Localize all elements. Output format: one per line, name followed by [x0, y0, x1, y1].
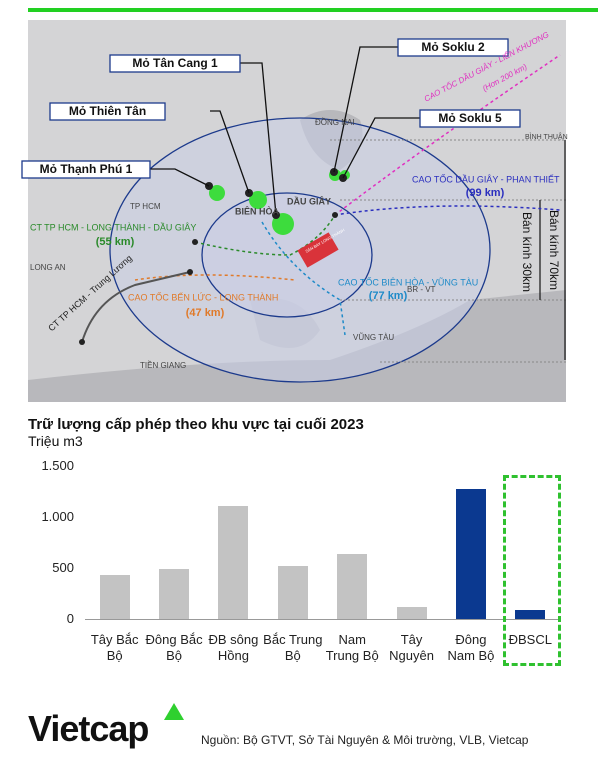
x-tick-label: ĐBSCL — [508, 632, 552, 647]
bar — [455, 489, 486, 619]
bar — [396, 606, 427, 619]
mine-label: Mỏ Soklu 5 — [438, 111, 502, 125]
road-label: (55 km) — [96, 236, 135, 248]
radius-label: Bán kính 30km — [520, 212, 534, 292]
mine-box — [397, 38, 509, 57]
mine-box — [109, 54, 241, 73]
x-axis — [85, 619, 560, 620]
source: Nguồn: Bộ GTVT, Sở Tài Nguyên & Môi trườ… — [201, 733, 529, 747]
road-label: (77 km) — [369, 290, 408, 302]
mine-box — [49, 102, 166, 121]
x-tick-label: ĐB sông Hồng — [208, 632, 259, 663]
road-label: CAO TỐC BIÊN HÒA - VŨNG TÀU — [338, 276, 478, 287]
road-label: CAO TỐC DẦU GIÂY - PHAN THIẾT — [412, 173, 560, 184]
y-axis-label: Triệu m3 — [28, 433, 83, 449]
place-label: LONG AN — [30, 263, 66, 272]
place-label: BIÊN HÒA — [235, 205, 280, 216]
chart-title: Trữ lượng cấp phép theo khu vực tại cuối… — [28, 416, 364, 433]
mine-label: Mỏ Thiên Tân — [69, 104, 146, 118]
y-tick-label: 1.000 — [41, 509, 74, 524]
place-label: VŨNG TÀU — [353, 333, 394, 342]
place-label: TIỀN GIANG — [140, 360, 186, 370]
place-label: TP HCM — [130, 202, 161, 211]
logo-mark — [164, 703, 184, 720]
mine-label: Mỏ Thạnh Phú 1 — [40, 162, 133, 176]
radius-label: Bán kính 70km — [547, 210, 561, 290]
mine-box — [21, 160, 151, 179]
logo: Vietcap — [28, 708, 149, 749]
bar — [218, 505, 249, 619]
x-tick-label: Nam Trung Bộ — [325, 632, 379, 663]
x-tick-label: Đông Nam Bộ — [447, 632, 495, 663]
place-label: DẦU GIÂY — [287, 195, 331, 206]
bar — [337, 553, 368, 619]
mine-label: Mỏ Tân Cang 1 — [132, 56, 218, 70]
y-tick-label: 0 — [66, 611, 74, 626]
bar — [515, 610, 546, 619]
road-label: (99 km) — [466, 187, 505, 199]
x-tick-label: Tây Nguyên — [389, 632, 434, 663]
mine-label: Mỏ Soklu 2 — [421, 40, 485, 54]
x-tick-label: Tây Bắc Bộ — [90, 632, 139, 663]
place-label: BÌNH THUẬN — [525, 132, 568, 141]
bar — [159, 569, 190, 619]
road-label: (47 km) — [186, 307, 225, 319]
bar — [99, 575, 130, 619]
highlight-box — [503, 475, 562, 666]
y-tick-label: 1.500 — [41, 458, 74, 473]
y-tick-label: 500 — [52, 560, 74, 575]
road-label: CT TP HCM - LONG THÀNH - DẦU GIÂY — [30, 222, 196, 232]
place-label: BR - VT — [407, 285, 436, 294]
x-tick-label: Bắc Trung Bộ — [263, 632, 323, 663]
bar — [277, 566, 308, 619]
mine-box — [419, 109, 521, 128]
place-label: ĐỒNG NAI — [315, 117, 355, 127]
top-rule — [28, 8, 598, 12]
map: Mỏ Soklu 2 Mỏ Tân Cang 1 Mỏ Thiên Tân Mỏ So… — [21, 20, 568, 402]
road-label: CAO TỐC BẾN LỨC - LONG THÀNH — [128, 291, 278, 302]
x-tick-label: Đông Bắc Bộ — [145, 632, 203, 663]
